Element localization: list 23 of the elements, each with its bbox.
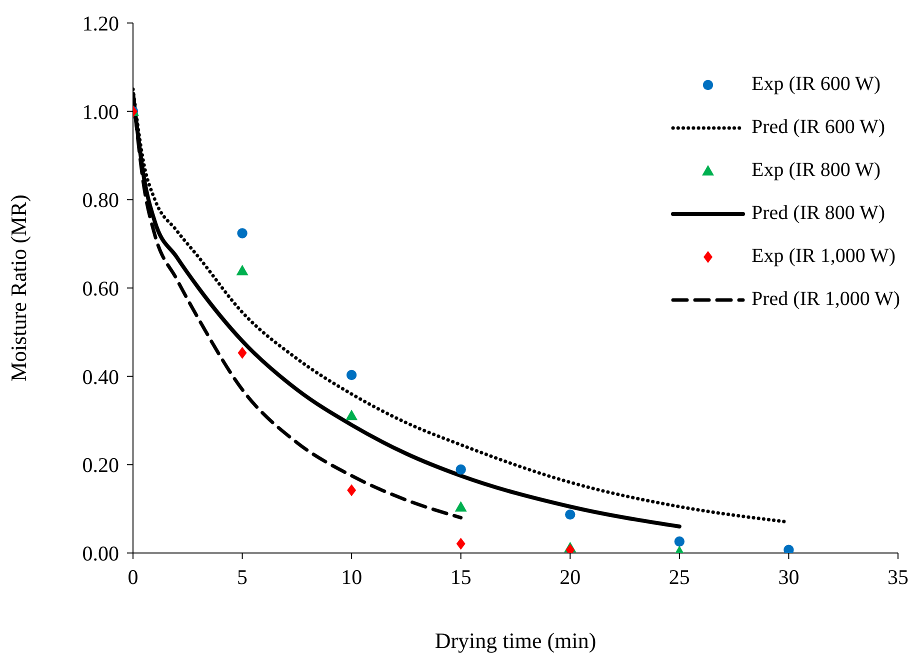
- y-axis-title: Moisture Ratio (MR): [6, 194, 31, 382]
- legend-label: Exp (IR 1,000 W): [752, 245, 896, 268]
- x-tick-label: 10: [341, 564, 362, 589]
- x-tick-label: 15: [450, 564, 472, 589]
- y-tick-label: 1.20: [82, 11, 119, 36]
- x-tick-label: 0: [128, 564, 138, 589]
- y-tick-label: 0.00: [82, 541, 119, 566]
- x-tick-label: 20: [560, 564, 581, 589]
- legend-label: Pred (IR 800 W): [752, 202, 885, 225]
- legend-label: Exp (IR 800 W): [752, 159, 881, 182]
- x-tick-label: 25: [668, 564, 690, 589]
- y-tick-label: 0.20: [82, 453, 119, 478]
- x-tick-label: 35: [888, 564, 908, 589]
- x-tick-label: 5: [237, 564, 248, 589]
- y-tick-label: 0.40: [82, 364, 119, 389]
- legend-label: Exp (IR 600 W): [752, 73, 881, 96]
- y-tick-label: 0.60: [82, 276, 119, 300]
- y-tick-label: 0.80: [82, 188, 119, 212]
- legend-label: Pred (IR 600 W): [752, 116, 885, 139]
- legend-label: Pred (IR 1,000 W): [752, 288, 900, 311]
- y-tick-label: 1.00: [82, 100, 119, 124]
- x-axis-title: Drying time (min): [434, 628, 596, 653]
- x-tick-label: 30: [778, 564, 800, 589]
